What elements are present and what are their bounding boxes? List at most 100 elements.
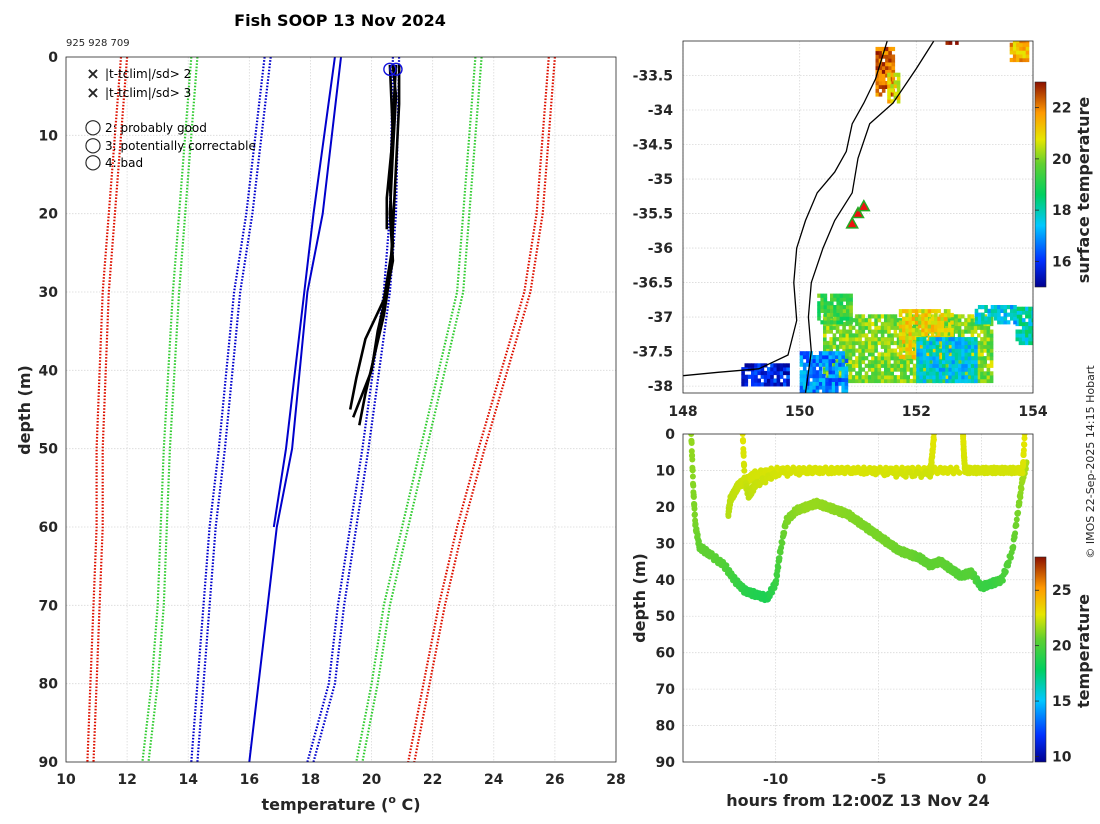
sst-cell (919, 371, 924, 376)
sst-cell (855, 318, 859, 323)
sst-cell (970, 333, 975, 338)
depth-time-point (691, 505, 698, 512)
sst-cell (861, 314, 866, 319)
sst-cell (828, 381, 833, 386)
legend-symbol: ○ (84, 114, 101, 138)
sst-cell (799, 370, 804, 375)
sst-cell (881, 69, 886, 74)
sst-cell (921, 316, 925, 321)
sst-cell (806, 351, 810, 356)
sst-cell (1028, 314, 1032, 319)
depth-time-point (840, 469, 847, 476)
sst-cell (829, 325, 833, 330)
sst-cell (935, 359, 940, 365)
legend: × |t-tclim|/sd> 2 × |t-tclim|/sd> 3 ○ 2: prob… (84, 64, 256, 173)
sst-cell (887, 378, 891, 384)
sst-cell (826, 348, 830, 353)
sst-cell (954, 371, 959, 376)
sst-cell (951, 378, 956, 384)
sst-cell (948, 348, 952, 353)
sst-cell (799, 377, 804, 382)
sst-cell (871, 371, 875, 376)
depth-time-point (694, 531, 701, 538)
sst-cell (871, 363, 875, 368)
sst-cell (773, 367, 777, 372)
sst-cell (912, 363, 917, 368)
sst-cell (924, 316, 929, 321)
sst-cell (826, 301, 831, 306)
sst-cell (945, 378, 949, 384)
sst-cell (874, 340, 878, 346)
depth-time-point (1021, 434, 1028, 437)
depth-time-point (961, 450, 967, 456)
sst-cell (825, 389, 829, 393)
sst-cell (832, 337, 837, 342)
sst-cell (1028, 337, 1032, 342)
sst-cell (919, 352, 924, 357)
sst-cell (836, 308, 840, 313)
sst-cell (940, 312, 945, 318)
sst-cell (964, 337, 969, 342)
sst-cell (945, 340, 949, 346)
sst-cell (851, 352, 856, 357)
sst-cell (896, 87, 901, 93)
sst-cell (921, 320, 925, 325)
sst-cell (1021, 321, 1026, 327)
sst-cell (1021, 318, 1026, 323)
sst-cell (938, 348, 943, 353)
sst-cell (1025, 50, 1030, 55)
sst-cell (908, 328, 913, 333)
sst-cell (1025, 46, 1030, 51)
climatology-red-hi-b (413, 57, 556, 762)
sst-cell (861, 325, 866, 330)
sst-cell (967, 314, 971, 319)
sst-cell (888, 58, 892, 63)
sst-cell (871, 359, 875, 365)
sst-cell (875, 92, 880, 97)
sst-cell (875, 54, 880, 59)
sst-cell (874, 318, 878, 323)
sst-cell (825, 385, 829, 390)
sst-cell (935, 375, 940, 380)
sst-cell (1019, 57, 1023, 63)
sst-cell (818, 381, 823, 386)
sst-cell (957, 333, 962, 338)
sst-cell (812, 389, 817, 393)
sst-cell (851, 363, 856, 368)
sst-cell (1010, 312, 1014, 317)
temperature-colorbar-label: temperature (1074, 594, 1093, 708)
sst-cell (836, 293, 840, 298)
sst-cell (1000, 320, 1004, 325)
sst-cell (934, 320, 938, 325)
sst-cell (1016, 41, 1020, 44)
map-colorbar-ticks: 16 18 20 22 (1035, 101, 1072, 270)
sst-cell (830, 305, 834, 310)
sst-cell (948, 363, 952, 368)
sst-cell (997, 320, 1001, 325)
sst-cell (887, 348, 891, 353)
sst-cell (842, 325, 846, 330)
sst-cell (974, 356, 978, 361)
sst-cell (989, 344, 994, 349)
sst-cell (967, 318, 971, 323)
sst-cell (890, 348, 894, 353)
sst-cell (849, 305, 853, 310)
sst-cell (773, 363, 777, 368)
sst-cell (825, 355, 829, 360)
sst-cell (845, 348, 850, 353)
map-colorbar-tick-label: 18 (1052, 203, 1071, 219)
sst-cell (835, 370, 839, 375)
sst-cell (874, 325, 878, 330)
depth-time-point (872, 471, 879, 478)
sst-cell (864, 375, 869, 380)
sst-cell (830, 320, 834, 325)
sst-cell (833, 305, 837, 310)
sst-cell (884, 378, 888, 384)
depth-time-point (928, 459, 935, 466)
sst-cell (773, 382, 777, 387)
profile-xbt-4 (385, 64, 395, 230)
sst-cell (967, 363, 972, 368)
sst-cell (977, 333, 981, 338)
sst-cell (877, 314, 882, 319)
sst-cell (989, 333, 994, 338)
